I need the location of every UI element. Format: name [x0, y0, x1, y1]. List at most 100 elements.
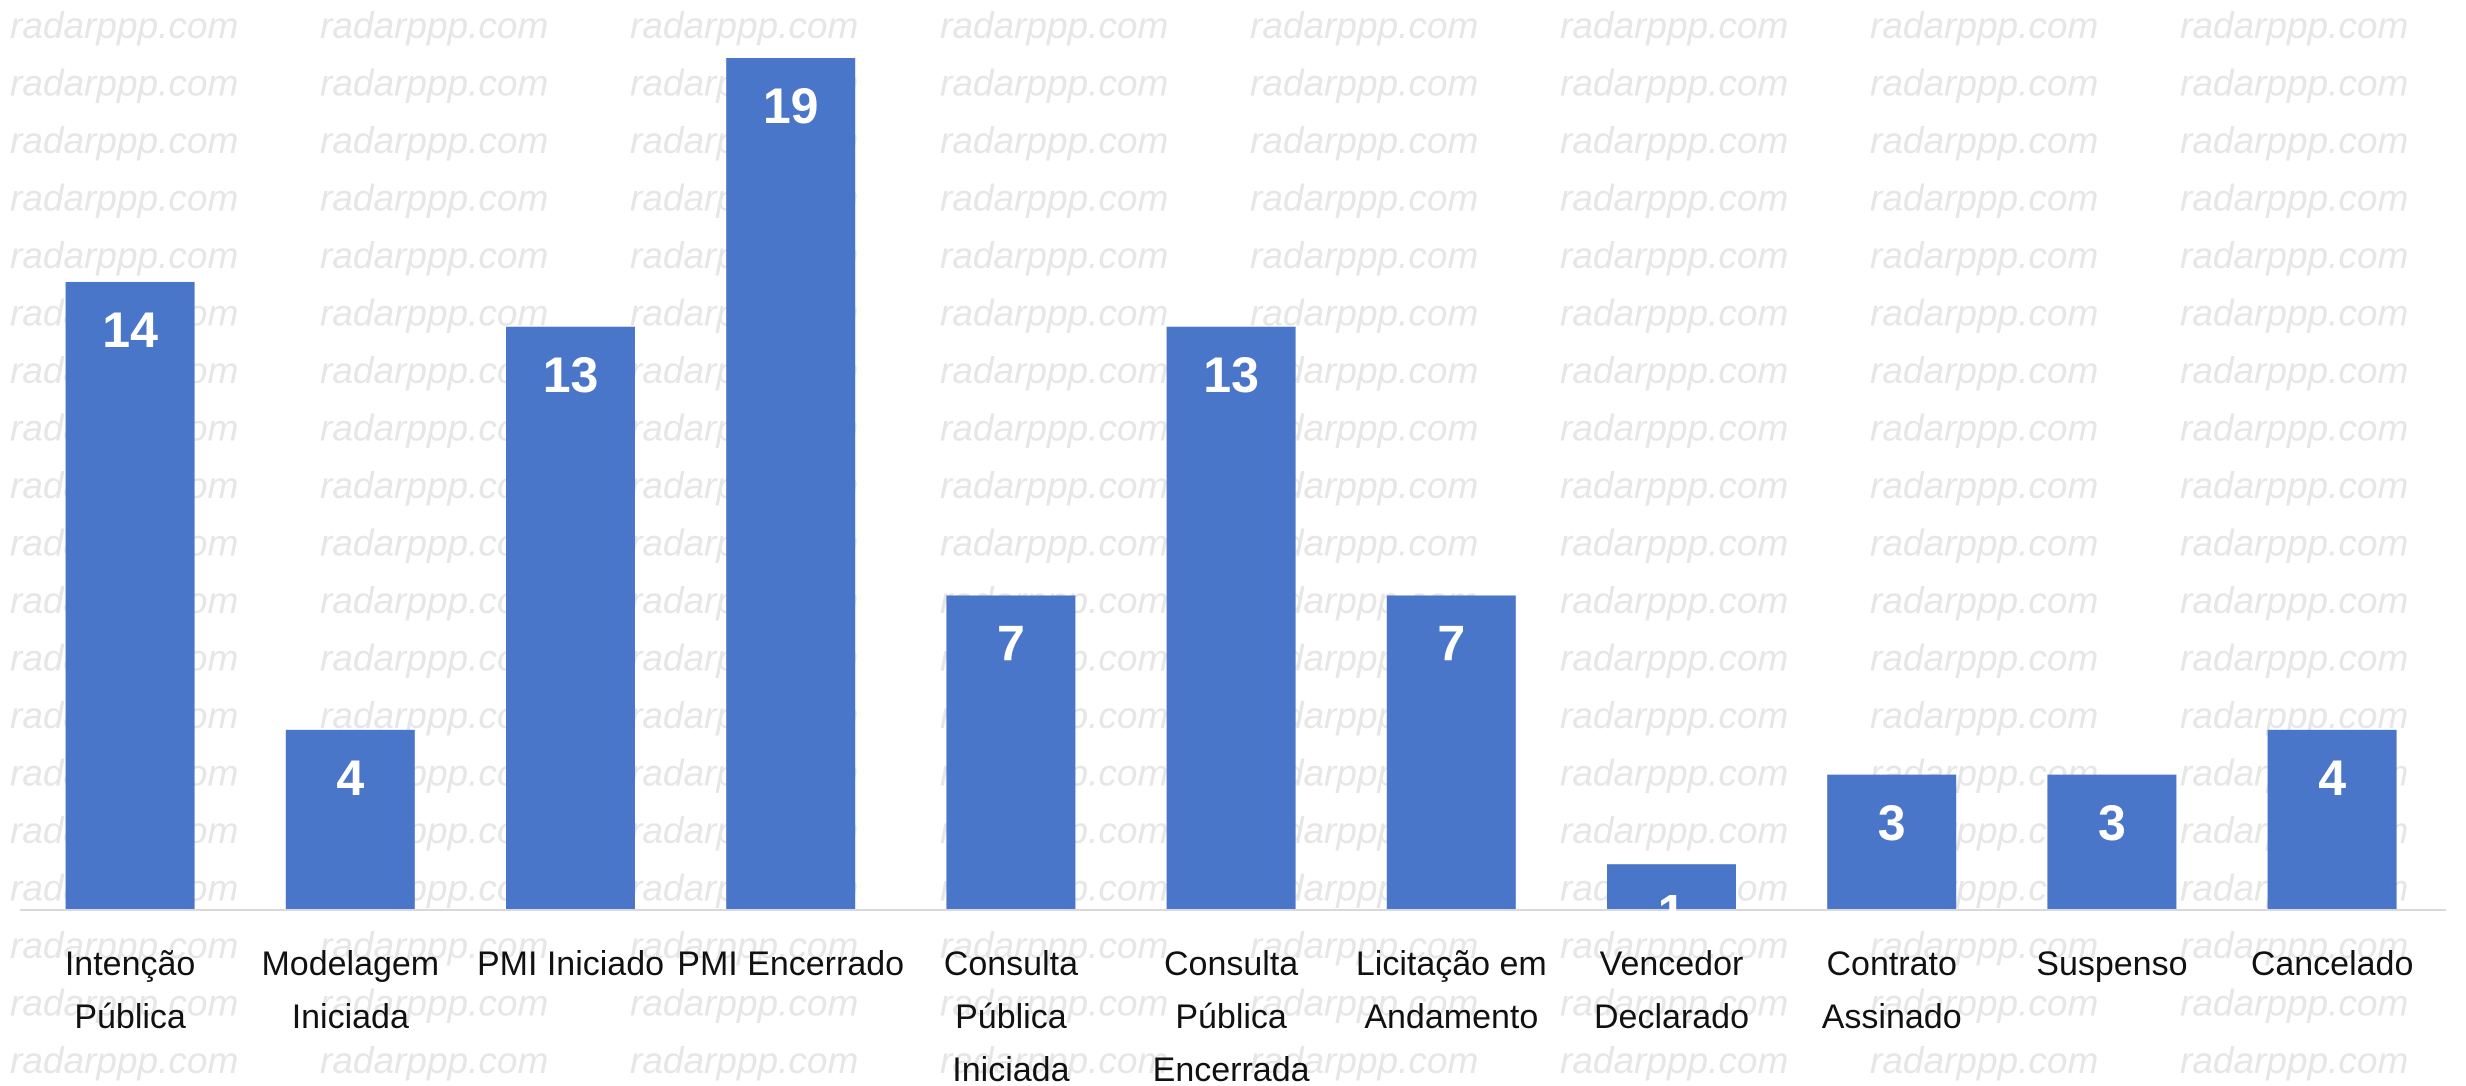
value-label: 13 — [543, 347, 599, 403]
watermark: radarppp.com — [1870, 1040, 2098, 1081]
bar — [1166, 326, 1296, 910]
watermark: radarppp.com — [1560, 178, 1788, 219]
watermark: radarppp.com — [1560, 408, 1788, 449]
watermark: radarppp.com — [1250, 293, 1478, 334]
watermark: radarppp.com — [940, 293, 1168, 334]
watermark: radarppp.com — [940, 983, 1168, 1024]
bar — [1827, 774, 1957, 909]
watermark: radarppp.com — [2180, 1040, 2408, 1081]
value-label: 3 — [1878, 795, 1906, 851]
watermark: radarppp.com — [1870, 5, 2098, 46]
watermark: radarppp.com — [1250, 120, 1478, 161]
watermark: radarppp.com — [2180, 983, 2408, 1024]
watermark: radarppp.com — [1560, 465, 1788, 506]
x-tick-label: Suspenso — [2036, 945, 2188, 983]
watermark: radarppp.com — [320, 1040, 548, 1081]
watermark: radarppp.com — [1870, 235, 2098, 276]
watermark: radarppp.com — [1870, 695, 2098, 736]
watermark: radarppp.com — [1560, 580, 1788, 621]
watermark: radarppp.com — [940, 235, 1168, 276]
watermark: radarppp.com — [940, 350, 1168, 391]
watermark: radarppp.com — [1250, 983, 1478, 1024]
watermark: radarppp.com — [1250, 5, 1478, 46]
watermark: radarppp.com — [10, 235, 238, 276]
watermark: radarppp.com — [2180, 638, 2408, 679]
bar — [2047, 774, 2177, 909]
watermark: radarppp.com — [1560, 63, 1788, 104]
value-label: 7 — [997, 616, 1025, 672]
watermark: radarppp.com — [1870, 408, 2098, 449]
watermark: radarppp.com — [1870, 350, 2098, 391]
watermark: radarppp.com — [320, 63, 548, 104]
watermark: radarppp.com — [2180, 523, 2408, 564]
watermark: radarppp.com — [1560, 1040, 1788, 1081]
watermark: radarppp.com — [10, 925, 238, 966]
watermark: radarppp.com — [940, 1040, 1168, 1081]
x-tick-label: Modelagem Iniciada — [261, 945, 440, 1036]
watermark: radarppp.com — [2180, 178, 2408, 219]
watermark: radarppp.com — [630, 5, 858, 46]
watermark: radarppp.com — [1250, 1040, 1478, 1081]
watermark: radarppp.com — [1560, 523, 1788, 564]
watermark: radarppp.com — [1560, 235, 1788, 276]
watermark: radarppp.com — [1870, 638, 2098, 679]
watermark: radarppp.com — [1870, 63, 2098, 104]
bar — [1386, 595, 1516, 909]
watermark: radarppp.com — [940, 5, 1168, 46]
watermark: radarppp.com — [2180, 580, 2408, 621]
watermark: radarppp.com — [1870, 523, 2098, 564]
bar — [946, 595, 1076, 909]
watermark: radarppp.com — [1250, 63, 1478, 104]
watermark: radarppp.com — [2180, 5, 2408, 46]
watermark: radarppp.com — [2180, 408, 2408, 449]
watermark: radarppp.com — [1560, 638, 1788, 679]
bar — [2267, 729, 2397, 909]
watermark: radarppp.com — [940, 408, 1168, 449]
value-label: 1 — [1658, 884, 1686, 940]
watermark: radarppp.com — [1870, 983, 2098, 1024]
value-label: 13 — [1203, 347, 1259, 403]
watermark: radarppp.com — [1250, 235, 1478, 276]
watermark: radarppp.com — [1560, 5, 1788, 46]
value-label: 19 — [763, 78, 819, 134]
watermark: radarppp.com — [10, 983, 238, 1024]
bar — [1607, 864, 1736, 909]
value-label: 3 — [2098, 795, 2126, 851]
watermark: radarppp.com — [2180, 350, 2408, 391]
x-tick-label: Contrato Assinado — [1821, 945, 1962, 1036]
watermark: radarppp.com — [320, 983, 548, 1024]
watermark: radarppp.com — [1560, 695, 1788, 736]
watermark: radarppp.com — [1560, 120, 1788, 161]
watermark: radarppp.com — [630, 925, 858, 966]
watermark: radarppp.com — [320, 293, 548, 334]
watermark: radarppp.com — [2180, 235, 2408, 276]
watermark: radarppp.com — [2180, 695, 2408, 736]
watermark: radarppp.com — [630, 983, 858, 1024]
value-label: 14 — [102, 302, 158, 358]
bar — [506, 326, 635, 910]
watermark: radarppp.com — [940, 63, 1168, 104]
value-label: 4 — [336, 750, 364, 806]
watermark: radarppp.com — [2180, 925, 2408, 966]
bar — [726, 58, 856, 909]
watermark: radarppp.com — [320, 925, 548, 966]
watermark: radarppp.com — [320, 5, 548, 46]
x-tick-label: Intenção Pública — [64, 945, 196, 1036]
x-tick-label: PMI Encerrado — [677, 945, 905, 983]
watermark: radarppp.com — [2180, 465, 2408, 506]
watermark: radarppp.com — [1870, 465, 2098, 506]
watermark: radarppp.com — [10, 63, 238, 104]
x-tick-label: Cancelado — [2250, 945, 2414, 983]
x-tick-label: Licitação em Andamento — [1355, 945, 1547, 1036]
watermark: radarppp.com — [1870, 580, 2098, 621]
watermark: radarppp.com — [1560, 753, 1788, 794]
watermark: radarppp.com — [1560, 293, 1788, 334]
watermark: radarppp.com — [1870, 293, 2098, 334]
bar — [285, 729, 415, 909]
watermark: radarppp.com — [320, 120, 548, 161]
x-tick-label: Consulta Pública Iniciada — [943, 945, 1078, 1086]
watermark: radarppp.com — [10, 1040, 238, 1081]
x-tick-label: Vencedor Declarado — [1594, 945, 1749, 1036]
